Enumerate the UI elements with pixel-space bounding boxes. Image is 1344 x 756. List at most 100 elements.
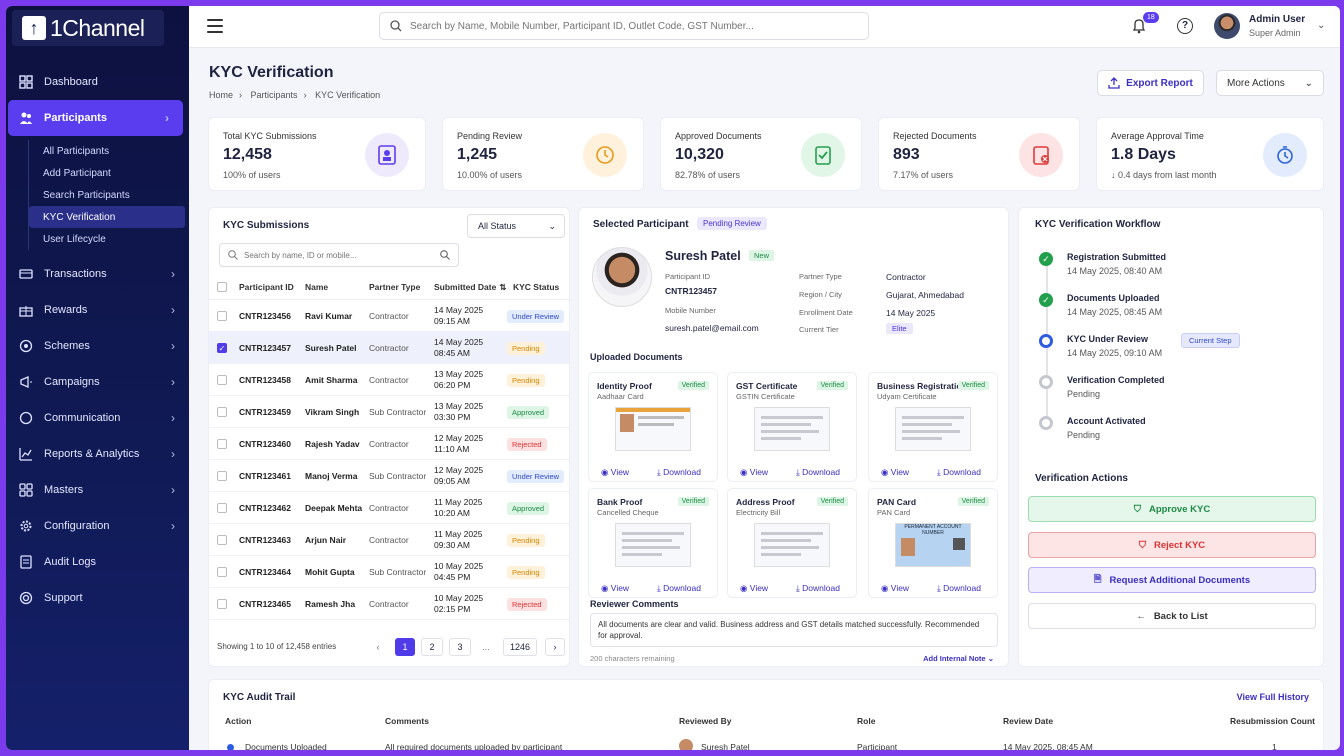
view-document-button[interactable]: ◉ View: [601, 583, 629, 594]
search-icon[interactable]: [440, 250, 450, 260]
page-button-3[interactable]: 3: [449, 638, 471, 656]
sidebar-item-masters[interactable]: Masters ›: [6, 472, 189, 508]
reject-kyc-button[interactable]: ⛉ Reject KYC: [1028, 532, 1316, 558]
row-checkbox[interactable]: [217, 567, 227, 577]
sidebar-item-participants[interactable]: Participants ›: [8, 100, 183, 136]
global-search-input[interactable]: [410, 20, 850, 32]
breadcrumb-home[interactable]: Home: [209, 90, 234, 100]
column-header[interactable]: Submitted Date ⇅: [434, 274, 506, 300]
add-internal-note-link[interactable]: Add Internal Note ⌄: [923, 654, 994, 663]
column-header[interactable]: Partner Type: [369, 282, 421, 292]
submenu-search-participants[interactable]: Search Participants: [43, 189, 130, 201]
row-checkbox[interactable]: [217, 407, 227, 417]
column-header[interactable]: Name: [305, 282, 329, 292]
workflow-step-title: Registration Submitted: [1067, 252, 1167, 262]
download-document-button[interactable]: ⤓ Download: [937, 467, 981, 478]
page-button-1[interactable]: 1: [395, 638, 415, 656]
download-document-button[interactable]: ⤓ Download: [657, 583, 701, 594]
table-row[interactable]: CNTR123460 Rajesh Yadav Contractor 12 Ma…: [209, 428, 569, 460]
bell-icon[interactable]: [1131, 18, 1147, 34]
sidebar-item-reports[interactable]: Reports & Analytics ›: [6, 436, 189, 472]
avatar[interactable]: [1214, 13, 1240, 39]
download-document-button[interactable]: ⤓ Download: [796, 467, 840, 478]
view-document-button[interactable]: ◉ View: [601, 467, 629, 478]
submenu-all-participants[interactable]: All Participants: [43, 145, 110, 157]
global-search[interactable]: [379, 12, 869, 40]
submission-search-input[interactable]: [244, 250, 434, 260]
menu-icon[interactable]: [207, 19, 223, 33]
sidebar-item-label: Communication: [44, 412, 121, 424]
table-row[interactable]: CNTR123458 Amit Sharma Contractor 13 May…: [209, 364, 569, 396]
submitted-time: 11:10 AM: [434, 444, 470, 454]
column-header[interactable]: KYC Status: [513, 282, 560, 292]
download-document-button[interactable]: ⤓ Download: [657, 467, 701, 478]
next-page-button[interactable]: ›: [545, 638, 565, 656]
download-document-button[interactable]: ⤓ Download: [796, 583, 840, 594]
download-icon: ⤓: [657, 583, 661, 593]
new-badge: New: [749, 250, 775, 261]
table-row[interactable]: CNTR123456 Ravi Kumar Contractor 14 May …: [209, 300, 569, 332]
column-header[interactable]: Participant ID: [239, 282, 294, 292]
row-checkbox[interactable]: ✓: [217, 343, 227, 353]
table-row[interactable]: ✓ CNTR123457 Suresh Patel Contractor 14 …: [209, 332, 569, 364]
row-checkbox[interactable]: [217, 439, 227, 449]
table-row[interactable]: CNTR123464 Mohit Gupta Sub Contractor 10…: [209, 556, 569, 588]
help-icon[interactable]: ?: [1177, 18, 1193, 34]
sidebar-item-campaigns[interactable]: Campaigns ›: [6, 364, 189, 400]
table-row[interactable]: CNTR123465 Ramesh Jha Contractor 10 May …: [209, 588, 569, 620]
more-actions-button[interactable]: More Actions ⌄: [1216, 70, 1324, 96]
page-button-last[interactable]: 1246: [503, 638, 537, 656]
view-full-history-link[interactable]: View Full History: [1236, 692, 1309, 702]
table-row[interactable]: CNTR123463 Arjun Nair Contractor 11 May …: [209, 524, 569, 556]
status-filter-select[interactable]: All Status ⌄: [467, 214, 565, 238]
chevron-down-icon[interactable]: ⌄: [1317, 20, 1326, 31]
submission-search[interactable]: [219, 243, 459, 267]
sidebar-item-audit-logs[interactable]: Audit Logs: [6, 544, 189, 580]
check-circle-icon: ✓: [1039, 252, 1053, 266]
sidebar-item-support[interactable]: Support: [6, 580, 189, 616]
table-row[interactable]: CNTR123461 Manoj Verma Sub Contractor 12…: [209, 460, 569, 492]
sidebar-item-configuration[interactable]: Configuration ›: [6, 508, 189, 544]
sidebar-item-dashboard[interactable]: Dashboard: [6, 64, 189, 100]
export-report-button[interactable]: Export Report: [1097, 70, 1204, 96]
document-thumbnail[interactable]: [615, 523, 691, 567]
prev-page-button[interactable]: ‹: [376, 642, 380, 652]
request-documents-button[interactable]: 🗎 Request Additional Documents: [1028, 567, 1316, 593]
approve-kyc-button[interactable]: ⛉ Approve KYC: [1028, 496, 1316, 522]
document-thumbnail[interactable]: [615, 407, 691, 451]
select-all-checkbox[interactable]: [217, 282, 227, 292]
download-icon: ⤓: [796, 583, 800, 593]
row-checkbox[interactable]: [217, 471, 227, 481]
document-thumbnail[interactable]: [895, 407, 971, 451]
view-document-button[interactable]: ◉ View: [740, 467, 768, 478]
view-document-button[interactable]: ◉ View: [740, 583, 768, 594]
row-checkbox[interactable]: [217, 375, 227, 385]
table-row[interactable]: CNTR123459 Vikram Singh Sub Contractor 1…: [209, 396, 569, 428]
page-button-2[interactable]: 2: [421, 638, 443, 656]
row-checkbox[interactable]: [217, 599, 227, 609]
avatar: [679, 739, 693, 750]
view-document-button[interactable]: ◉ View: [881, 583, 909, 594]
reviewer-comment-textarea[interactable]: All documents are clear and valid. Busin…: [590, 613, 998, 647]
view-document-button[interactable]: ◉ View: [881, 467, 909, 478]
submenu-user-lifecycle[interactable]: User Lifecycle: [43, 233, 106, 245]
row-checkbox[interactable]: [217, 535, 227, 545]
breadcrumb-participants[interactable]: Participants: [250, 90, 298, 100]
brand-logo[interactable]: ↑ 1Channel: [12, 10, 164, 46]
submenu-kyc-verification[interactable]: KYC Verification: [29, 206, 185, 228]
sidebar-item-communication[interactable]: Communication ›: [6, 400, 189, 436]
document-thumbnail[interactable]: [754, 407, 830, 451]
table-row[interactable]: CNTR123462 Deepak Mehta Contractor 11 Ma…: [209, 492, 569, 524]
document-thumbnail[interactable]: [754, 523, 830, 567]
participants-submenu: All Participants Add Participant Search …: [28, 140, 189, 250]
back-to-list-button[interactable]: ← Back to List: [1028, 603, 1316, 629]
document-thumbnail[interactable]: PERMANENT ACCOUNT NUMBER: [895, 523, 971, 567]
sidebar-item-schemes[interactable]: Schemes ›: [6, 328, 189, 364]
row-checkbox[interactable]: [217, 503, 227, 513]
submenu-add-participant[interactable]: Add Participant: [43, 167, 111, 179]
participant-id: CNTR123461: [239, 471, 291, 481]
row-checkbox[interactable]: [217, 311, 227, 321]
sidebar-item-transactions[interactable]: Transactions ›: [6, 256, 189, 292]
download-document-button[interactable]: ⤓ Download: [937, 583, 981, 594]
sidebar-item-rewards[interactable]: Rewards ›: [6, 292, 189, 328]
